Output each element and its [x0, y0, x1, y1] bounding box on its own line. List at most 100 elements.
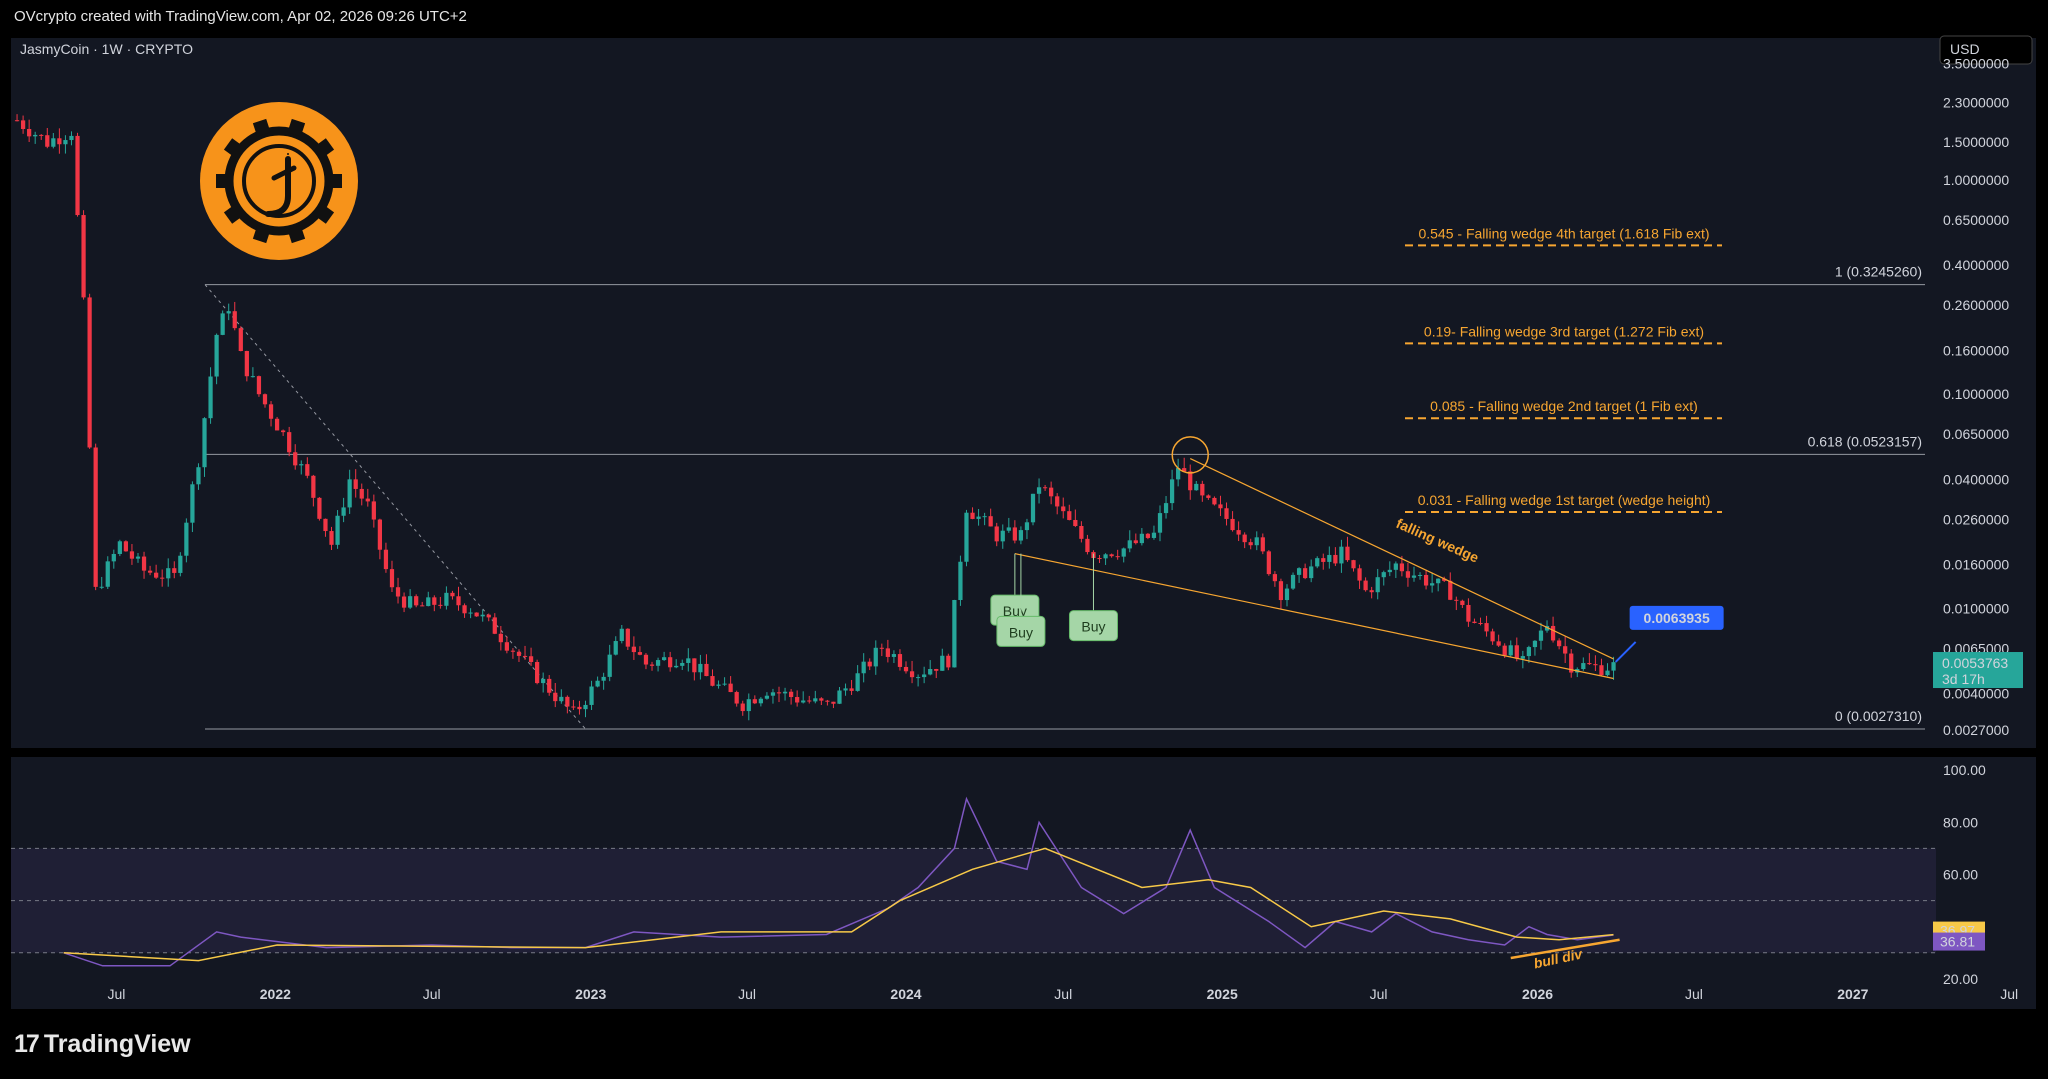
price-tick-label: 0.0400000	[1943, 471, 2009, 487]
candle-body	[698, 663, 703, 673]
candle-body	[982, 516, 987, 518]
breakout-price-label: 0.0063935	[1644, 610, 1710, 626]
candle-body	[1538, 630, 1544, 641]
candle-body	[934, 668, 939, 671]
candle-body	[1212, 497, 1217, 505]
candle-body	[516, 651, 522, 656]
candle-body	[1266, 551, 1271, 575]
candle-body	[1085, 538, 1090, 553]
candle-body	[1381, 572, 1386, 578]
candle-body	[1061, 506, 1066, 512]
candle-body	[1169, 479, 1175, 504]
candle-body	[680, 662, 685, 666]
fib-level-label: 1 (0.3245260)	[1835, 264, 1922, 280]
candle-body	[988, 516, 993, 527]
candle-body	[39, 134, 44, 136]
candle-body	[81, 215, 86, 298]
candle-body	[607, 654, 612, 677]
candle-body	[129, 551, 135, 559]
price-tick-label: 0.4000000	[1943, 257, 2009, 273]
candle-body	[341, 507, 346, 516]
breakout-badge	[1629, 605, 1724, 630]
currency-button[interactable]: USD	[1939, 35, 2033, 65]
candle-body	[946, 655, 951, 668]
candle-body	[522, 655, 528, 657]
candle-body	[1206, 495, 1211, 498]
candle-body	[250, 376, 256, 378]
time-tick-label: 2024	[890, 986, 921, 1002]
candle-body	[1599, 665, 1604, 676]
candle-body	[970, 512, 975, 519]
price-tick-label: 1.5000000	[1943, 134, 2009, 150]
price-tick-label: 0.0650000	[1943, 426, 2009, 442]
target-label: 0.085 - Falling wedge 2nd target (1 Fib …	[1430, 398, 1698, 414]
candle-body	[1532, 640, 1538, 648]
candle-body	[1430, 583, 1435, 586]
candle-body	[879, 647, 884, 649]
candle-body	[1157, 513, 1163, 533]
rsi-ma-line	[63, 847, 1614, 962]
candle-body	[1405, 571, 1411, 578]
candle-body	[1079, 526, 1084, 539]
candle-body	[262, 394, 268, 405]
candle-body	[450, 592, 455, 597]
candle-body	[746, 699, 751, 712]
candle-body	[1387, 569, 1392, 573]
candle-body	[1018, 530, 1024, 541]
candle-body	[87, 297, 92, 448]
candle-body	[444, 592, 449, 606]
candle-body	[1073, 519, 1078, 527]
candle-body	[420, 605, 425, 607]
candle-body	[903, 666, 909, 672]
wedge-upper-line	[1189, 458, 1614, 660]
candle-body	[1272, 574, 1278, 582]
candle-body	[462, 605, 467, 614]
candle-body	[649, 664, 655, 666]
candle-body	[75, 135, 80, 216]
time-tick-label: Jul	[107, 986, 125, 1002]
candle-body	[1036, 487, 1042, 494]
rsi-pane[interactable]	[11, 757, 2036, 1009]
candle-body	[1490, 631, 1495, 642]
candle-body	[1496, 641, 1501, 646]
candle-body	[1333, 554, 1338, 564]
candle-body	[196, 467, 201, 485]
candle-body	[631, 646, 636, 653]
price-tick-label: 0.0260000	[1943, 511, 2009, 527]
candle-body	[1151, 532, 1157, 538]
candle-body	[214, 334, 219, 377]
candle-body	[1327, 554, 1332, 562]
candle-body	[819, 698, 824, 701]
candle-body	[928, 668, 933, 675]
candle-body	[855, 673, 860, 691]
candle-body	[1049, 487, 1054, 497]
tradingview-footer[interactable]: 17 TradingView	[14, 1030, 191, 1059]
candle-body	[825, 700, 830, 702]
target-label: 0.545 - Falling wedge 4th target (1.618 …	[1418, 225, 1709, 241]
candle-body	[674, 665, 679, 668]
candle-body	[740, 703, 745, 712]
candle-body	[1012, 527, 1017, 541]
candle-body	[426, 597, 431, 607]
candle-body	[1055, 496, 1060, 507]
candle-body	[643, 654, 649, 665]
candle-body	[438, 604, 443, 606]
candle-body	[661, 657, 667, 661]
candle-body	[1218, 504, 1223, 509]
candle-body	[1593, 664, 1598, 666]
candle-body	[1242, 534, 1247, 543]
candle-body	[1248, 542, 1253, 546]
time-tick-label: 2025	[1207, 986, 1238, 1002]
candle-body	[305, 464, 310, 476]
candle-body	[1303, 568, 1308, 579]
candle-body	[1042, 487, 1048, 489]
candle-body	[655, 660, 661, 666]
candle-body	[1127, 540, 1132, 549]
candle-body	[1569, 653, 1574, 673]
candle-body	[528, 656, 534, 663]
bull-div-line	[1510, 938, 1620, 960]
candle-body	[873, 647, 878, 667]
candle-body	[958, 561, 963, 601]
candle-body	[141, 556, 147, 571]
